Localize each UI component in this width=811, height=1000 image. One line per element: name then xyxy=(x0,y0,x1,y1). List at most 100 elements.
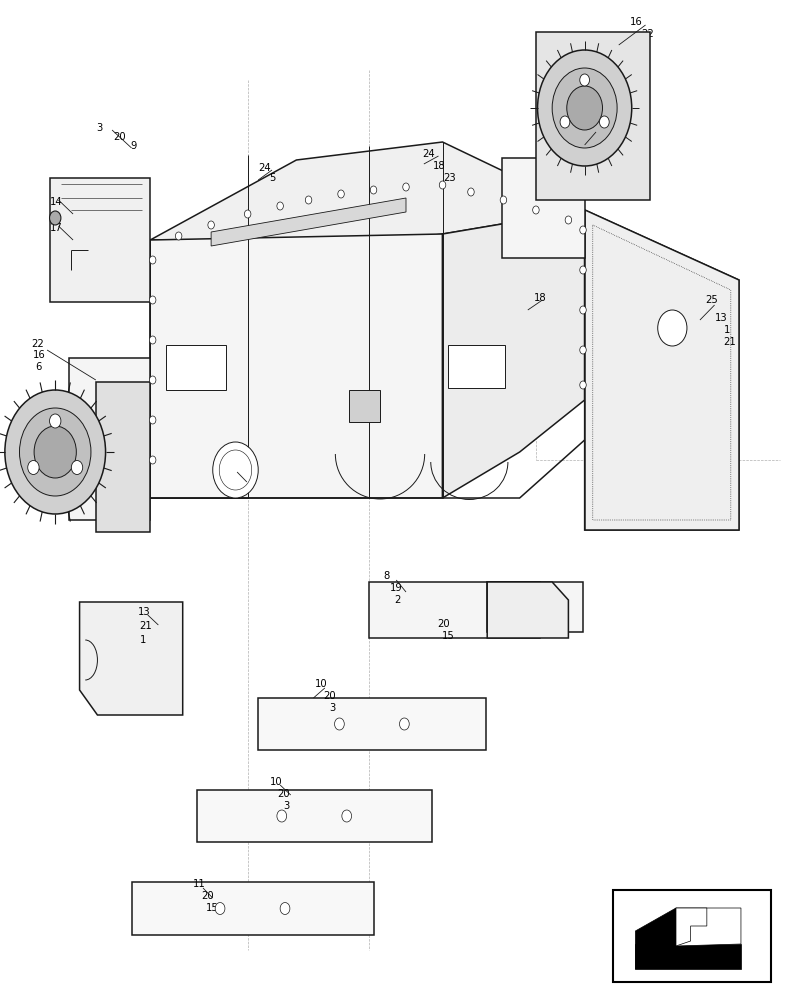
Text: 2: 2 xyxy=(394,595,401,605)
Text: 21: 21 xyxy=(723,337,736,347)
Text: 12: 12 xyxy=(532,605,545,615)
Polygon shape xyxy=(150,240,247,498)
Circle shape xyxy=(212,442,258,498)
Text: 19: 19 xyxy=(120,466,133,476)
Text: 22: 22 xyxy=(641,29,654,39)
Text: 7: 7 xyxy=(566,179,573,189)
Polygon shape xyxy=(584,210,738,530)
Text: 23: 23 xyxy=(526,593,539,603)
Text: 15: 15 xyxy=(441,631,454,641)
Polygon shape xyxy=(131,882,373,935)
Polygon shape xyxy=(349,390,380,422)
Text: 13: 13 xyxy=(138,607,151,617)
Circle shape xyxy=(49,414,61,428)
Text: 21: 21 xyxy=(139,621,152,631)
Polygon shape xyxy=(50,178,150,302)
Text: 6: 6 xyxy=(35,362,41,372)
Circle shape xyxy=(537,50,631,166)
Polygon shape xyxy=(150,142,584,252)
Polygon shape xyxy=(634,944,740,969)
Polygon shape xyxy=(675,908,706,946)
Text: 4: 4 xyxy=(120,477,127,487)
Polygon shape xyxy=(79,602,182,715)
Circle shape xyxy=(149,296,156,304)
Circle shape xyxy=(599,116,608,128)
Circle shape xyxy=(175,232,182,240)
Circle shape xyxy=(564,216,571,224)
Circle shape xyxy=(334,718,344,730)
Circle shape xyxy=(370,186,376,194)
Text: 6: 6 xyxy=(587,125,594,135)
Circle shape xyxy=(500,196,506,204)
Circle shape xyxy=(149,256,156,264)
Polygon shape xyxy=(196,790,431,842)
Text: 7: 7 xyxy=(120,455,127,465)
Circle shape xyxy=(560,116,569,128)
Circle shape xyxy=(71,460,83,475)
Polygon shape xyxy=(150,234,442,498)
Polygon shape xyxy=(448,345,504,388)
Circle shape xyxy=(337,190,344,198)
Polygon shape xyxy=(96,382,150,532)
Text: 4: 4 xyxy=(547,155,553,165)
Text: 3: 3 xyxy=(329,703,336,713)
Text: 24: 24 xyxy=(258,163,271,173)
Polygon shape xyxy=(369,582,539,638)
Polygon shape xyxy=(442,210,584,498)
Circle shape xyxy=(532,206,539,214)
Polygon shape xyxy=(69,358,150,520)
Polygon shape xyxy=(211,198,406,246)
Circle shape xyxy=(579,266,586,274)
Circle shape xyxy=(439,181,445,189)
Circle shape xyxy=(149,456,156,464)
Circle shape xyxy=(34,426,76,478)
Circle shape xyxy=(149,416,156,424)
Text: 25: 25 xyxy=(704,295,717,305)
Polygon shape xyxy=(501,158,584,258)
Circle shape xyxy=(341,810,351,822)
Text: 11: 11 xyxy=(193,879,206,889)
Text: 20: 20 xyxy=(277,789,290,799)
Text: 1: 1 xyxy=(723,325,729,335)
Circle shape xyxy=(305,196,311,204)
Circle shape xyxy=(19,408,91,496)
Text: 5: 5 xyxy=(269,173,276,183)
Polygon shape xyxy=(634,908,675,969)
Text: 25: 25 xyxy=(229,465,242,475)
Text: 20: 20 xyxy=(201,891,214,901)
Text: 19: 19 xyxy=(556,167,569,177)
Circle shape xyxy=(399,718,409,730)
Text: 18: 18 xyxy=(432,161,445,171)
Circle shape xyxy=(49,211,61,225)
Text: 9: 9 xyxy=(130,141,136,151)
Text: 16: 16 xyxy=(32,350,45,360)
Text: 22: 22 xyxy=(31,339,44,349)
Text: 10: 10 xyxy=(315,679,328,689)
Polygon shape xyxy=(487,582,568,638)
Text: 20: 20 xyxy=(323,691,336,701)
Text: 19: 19 xyxy=(389,583,402,593)
Circle shape xyxy=(579,74,589,86)
Bar xyxy=(612,890,770,982)
Polygon shape xyxy=(487,582,582,632)
Circle shape xyxy=(566,86,602,130)
Text: 24: 24 xyxy=(422,149,435,159)
Polygon shape xyxy=(675,908,740,946)
Circle shape xyxy=(149,376,156,384)
Circle shape xyxy=(208,221,214,229)
Circle shape xyxy=(149,336,156,344)
Text: 3: 3 xyxy=(96,123,102,133)
Text: 14: 14 xyxy=(50,197,63,207)
Text: 23: 23 xyxy=(443,173,456,183)
Circle shape xyxy=(551,68,616,148)
Circle shape xyxy=(277,202,283,210)
Circle shape xyxy=(579,381,586,389)
Circle shape xyxy=(277,810,286,822)
Circle shape xyxy=(579,346,586,354)
Circle shape xyxy=(28,460,39,474)
Polygon shape xyxy=(584,210,738,530)
Circle shape xyxy=(402,183,409,191)
Polygon shape xyxy=(535,32,649,200)
Text: 20: 20 xyxy=(436,619,449,629)
Text: 8: 8 xyxy=(383,571,389,581)
